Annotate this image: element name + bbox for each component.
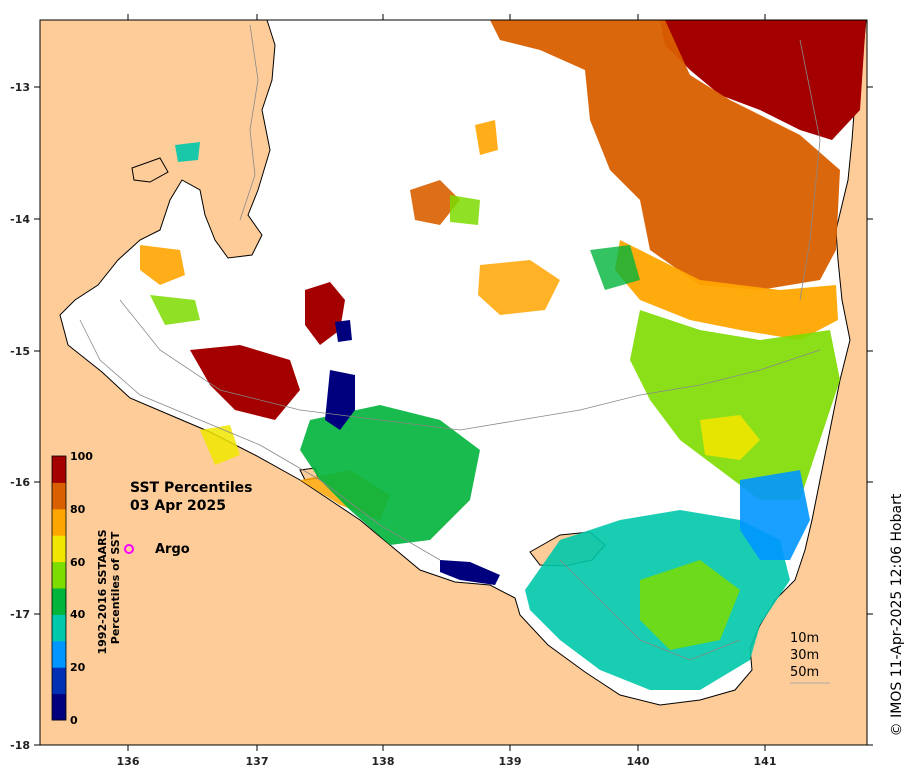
sst-patch-teal-w [175,142,200,162]
map-frame [39,19,868,746]
lon-label: 138 [372,755,395,768]
sst-patch-green-s [300,405,480,545]
argo-legend: Argo [124,542,190,557]
sst-patch-hot-c [305,282,345,345]
lon-label: 141 [754,755,777,768]
lat-label: -13 [10,81,30,94]
colorbar-frame [51,455,67,721]
colorbar-label-2: Percentiles of SST [109,531,122,644]
sst-patch-navy-c [325,370,355,430]
lat-label: -15 [10,345,30,358]
lat-label: -16 [10,476,30,489]
colorbar-cell [52,561,66,589]
copyright: © IMOS 11-Apr-2025 12:06 Hobart [889,493,905,736]
sst-patch-green-se [640,560,740,650]
lon-label: 137 [246,755,269,768]
sst-patch-orange-w [140,245,185,285]
lon-label: 136 [117,755,140,768]
depth-item: 50m [790,665,819,680]
colorbar-tick: 60 [70,556,86,569]
lat-label: -14 [10,213,30,226]
sst-patch-green-w [150,295,200,325]
colorbar-cell [52,693,66,721]
colorbar-tick: 0 [70,714,78,727]
sst-patch-green-e [630,310,840,500]
colorbar-label-1: 1992-2016 SSTAARS [96,529,109,654]
depth-item: 30m [790,648,819,663]
contour-50m [559,39,821,661]
sst-patch-hot-ne [660,20,866,140]
colorbar-cell [52,588,66,615]
colorbar-tick: 80 [70,503,86,516]
sst-patch-navy-s [440,560,500,585]
contour-30m [119,299,821,431]
colorbar-cell [52,667,66,695]
sst-patches [140,20,866,690]
colorbar-tick: 40 [70,608,86,621]
colorbar-cell [52,456,66,483]
sst-patch-green-nw [450,195,480,225]
colorbar-tick: 100 [70,450,93,463]
sst-patch-green-c [590,245,640,290]
sst-patch-navy-c2 [335,320,352,342]
depth-legend: 10m 30m 50m [790,631,830,684]
sst-patch-orange-n [475,120,498,155]
sst-patch-blue-se [740,470,810,560]
lon-labels: 136 137 138 139 140 141 [117,755,777,768]
island-groote [131,157,169,183]
sst-patch-orange-e [615,240,838,340]
frame-ticks [34,14,873,751]
sst-patch-warm-c [410,180,460,225]
lat-label: -17 [10,608,30,621]
colorbar-tick: 20 [70,661,86,674]
sst-patch-orange-c [478,260,560,315]
depth-contours [79,24,821,661]
map-title: SST Percentiles [130,480,253,496]
contour-10m [79,24,441,561]
sst-patch-yellow-e [700,415,760,460]
lat-label: -18 [10,739,30,752]
colorbar: 0 20 40 60 80 100 1992-2016 SSTAARS Perc… [51,450,122,727]
colorbar-cell [52,614,66,642]
colorbar-cell [52,640,66,668]
lat-labels: -13 -14 -15 -16 -17 -18 [10,81,30,752]
colorbar-cells [52,456,66,721]
sst-patch-hot-w [190,345,300,420]
colorbar-cell [52,535,66,563]
colorbar-cell [52,482,66,510]
colorbar-cell [52,508,66,536]
map-date: 03 Apr 2025 [130,498,226,514]
lon-label: 140 [627,755,650,768]
depth-item: 10m [790,631,819,646]
sst-patch-warm-n [490,20,840,290]
argo-label: Argo [155,542,190,557]
lon-label: 139 [499,755,522,768]
argo-marker-icon [124,544,134,554]
sst-patch-yellow-w [200,425,240,465]
